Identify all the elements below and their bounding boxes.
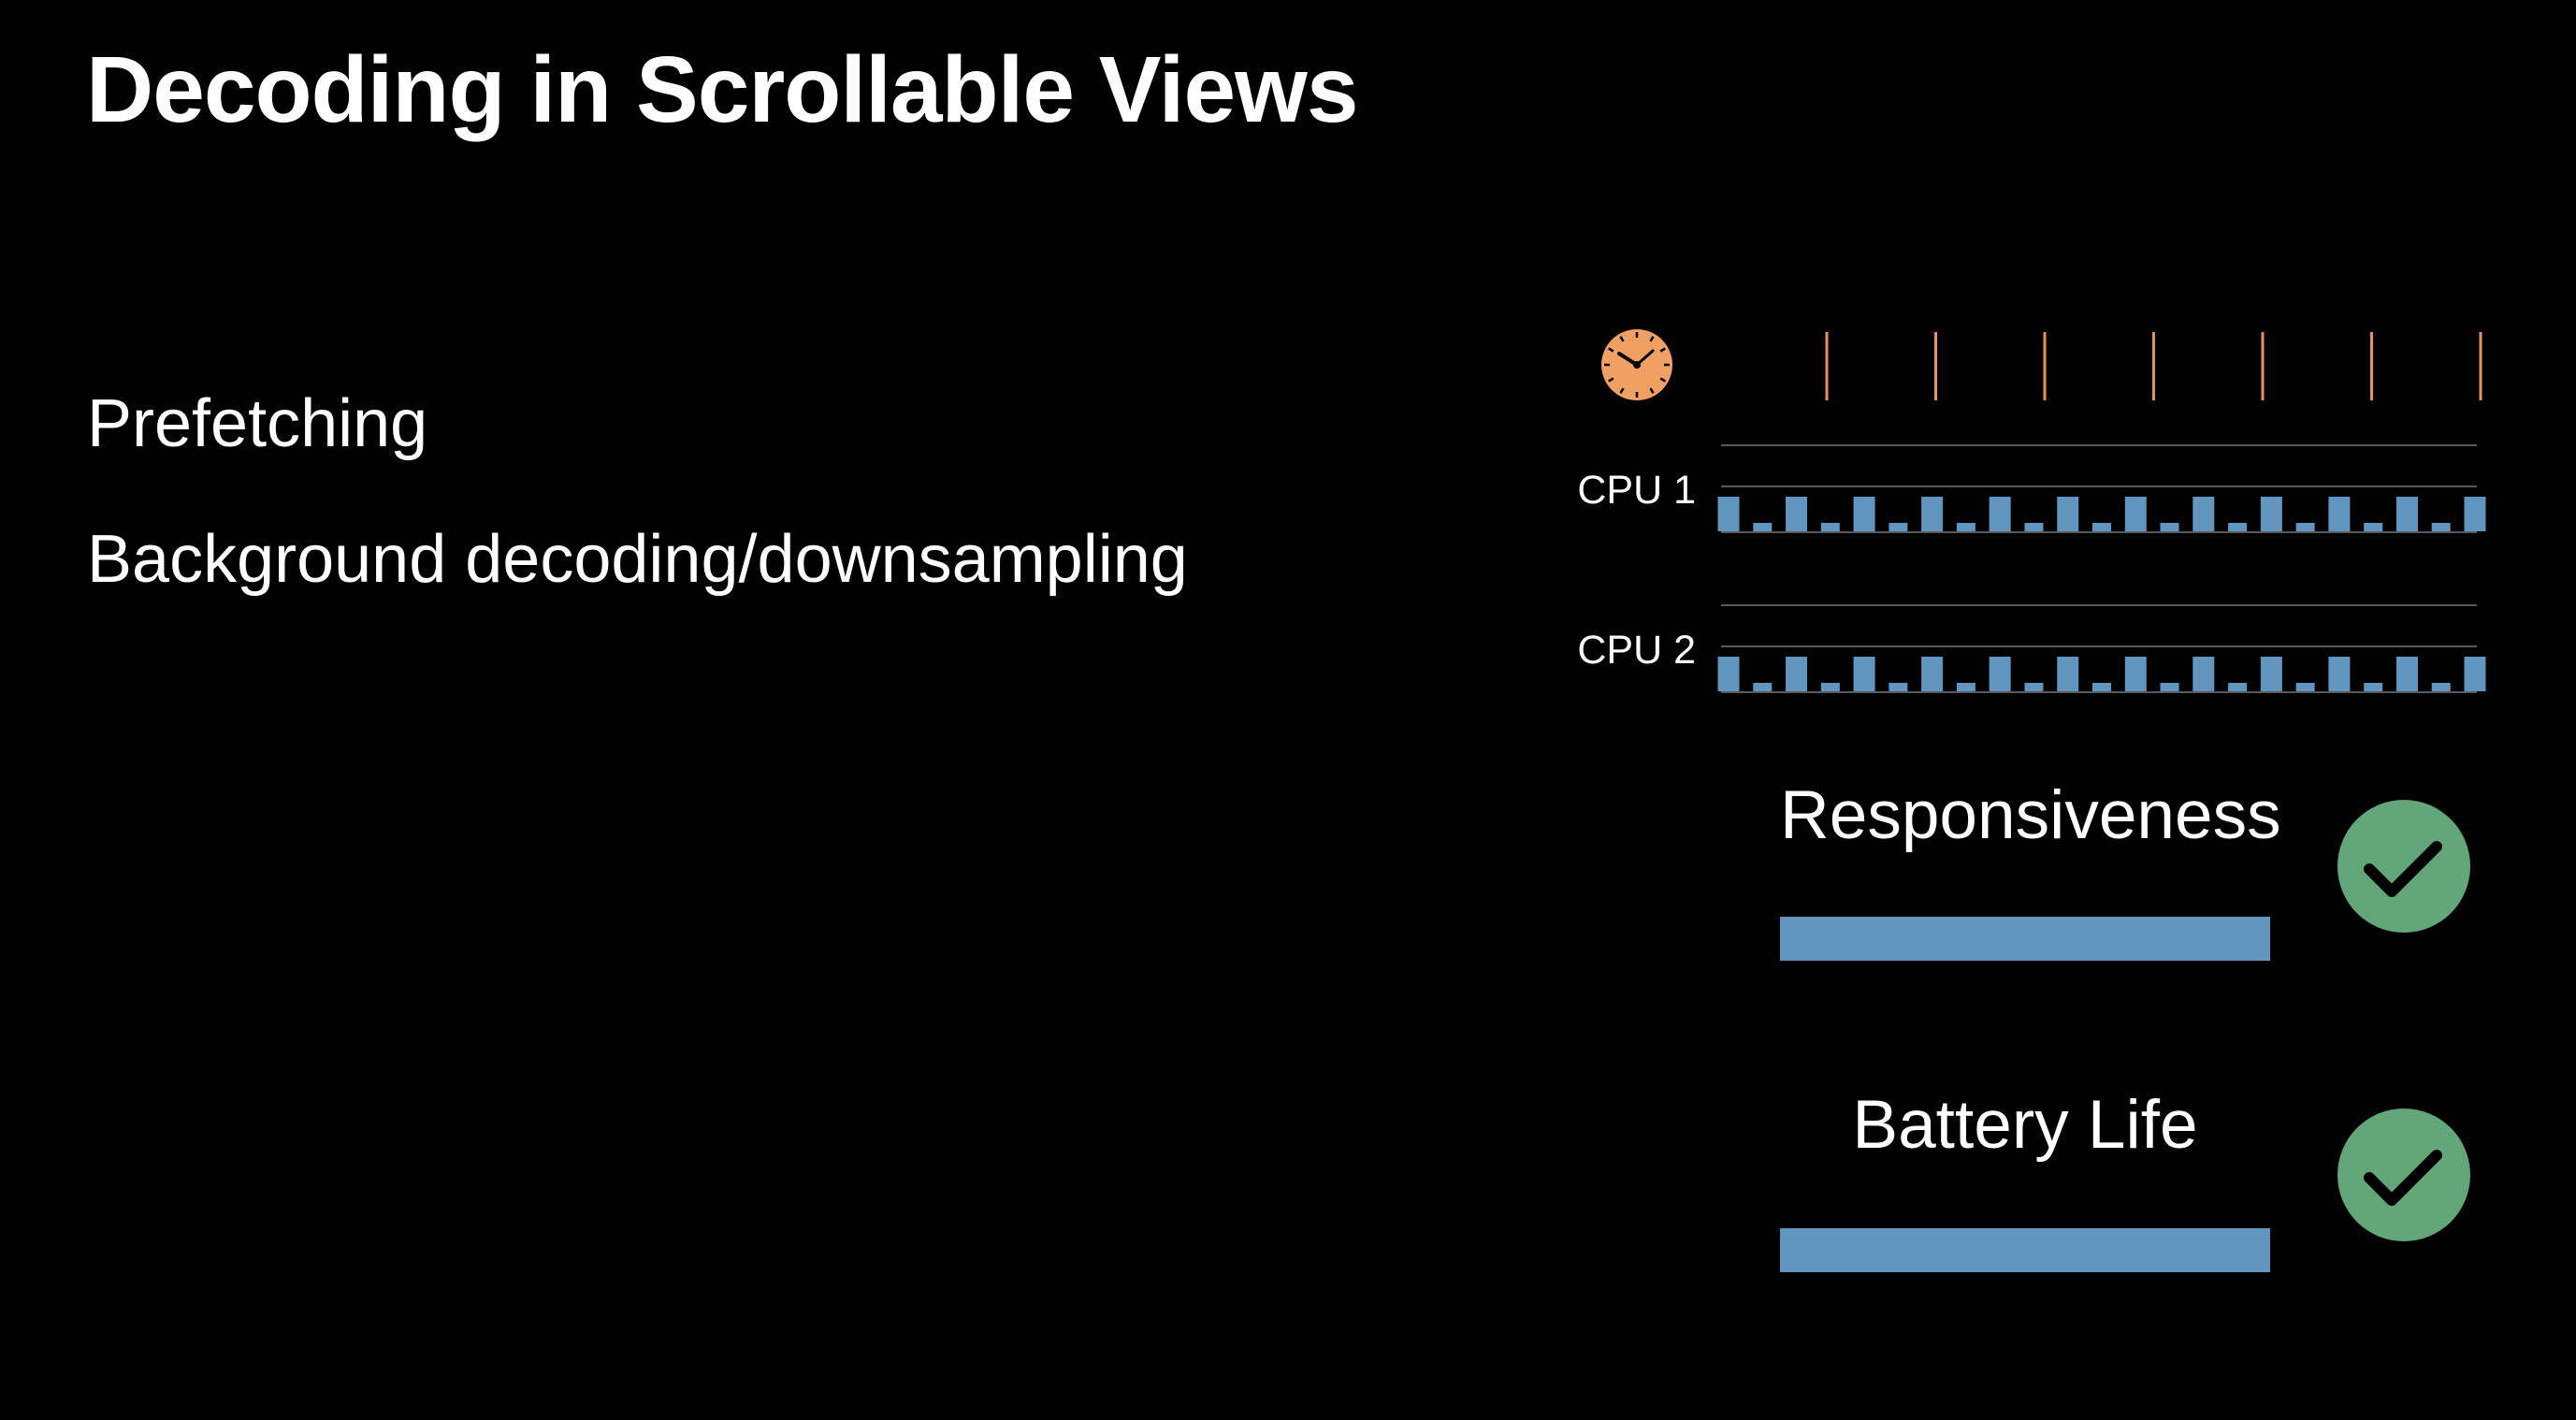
- cpu-row: CPU 1: [1577, 444, 2486, 533]
- cpu-task-bar: [2228, 523, 2248, 531]
- cpu-task-bar: [2431, 523, 2451, 531]
- checkmark-icon: [2337, 800, 2470, 933]
- cpu-row: CPU 2: [1577, 604, 2486, 693]
- cpu-task-bar: [1989, 497, 2011, 531]
- cpu-task-bar: [2295, 683, 2315, 691]
- clock-tick: [1649, 336, 1655, 342]
- cpu-task-bar: [2160, 523, 2179, 531]
- cpu-label: CPU 2: [1577, 628, 1696, 673]
- cpu-task-bar: [2328, 657, 2351, 691]
- slide-title: Decoding in Scrollable Views: [86, 37, 1358, 142]
- cpu-task-bar: [2057, 657, 2079, 691]
- cpu-task-bar: [2395, 497, 2418, 531]
- cpu-task-bar: [2260, 657, 2282, 691]
- cpu-task-bar: [1853, 657, 1875, 691]
- cpu-task-bar: [1889, 523, 1908, 531]
- cpu-task-bar: [2192, 497, 2215, 531]
- cpu-task-bar: [1956, 683, 1975, 691]
- cpu-task-bar: [2295, 523, 2315, 531]
- cpu-task-bar: [2260, 497, 2282, 531]
- cpu-task-bar: [1853, 497, 1875, 531]
- cpu-task-bar: [2057, 497, 2079, 531]
- cpu-task-bar: [2124, 657, 2147, 691]
- cpu-timeline-diagram: CPU 1 CPU 2: [1577, 329, 2486, 693]
- cpu-task-bar: [2328, 497, 2351, 531]
- cpu-task-bar: [2364, 523, 2383, 531]
- cpu-task-bar: [1717, 657, 1740, 691]
- cpu-task-bar: [1753, 683, 1773, 691]
- cpu-task-bar: [1717, 497, 1740, 531]
- clock-tick: [1649, 387, 1655, 394]
- cpu-task-bar: [2092, 523, 2111, 531]
- clock-tick: [1619, 387, 1625, 394]
- checkmark-icon: [2337, 1108, 2470, 1241]
- frame-deadline-markers: [1825, 332, 2482, 400]
- cpu-task-bar: [1989, 657, 2011, 691]
- clock-tick: [1619, 336, 1625, 342]
- cpu-task-bar: [1956, 523, 1975, 531]
- bullet-background-decoding: Background decoding/downsampling: [87, 522, 1188, 597]
- clock-tick: [1659, 347, 1666, 353]
- cpu-task-bar: [1786, 657, 1808, 691]
- cpu-task-bar: [2464, 497, 2486, 531]
- cpu-task-bar: [2464, 657, 2486, 691]
- cpu-task-bar: [2192, 657, 2215, 691]
- responsiveness-bar: [1780, 917, 2270, 961]
- cpu-rows: CPU 1 CPU 2: [1577, 444, 2486, 693]
- clock-icon: [1601, 329, 1672, 400]
- cpu-task-bar: [1820, 683, 1840, 691]
- cpu-task-bar: [1889, 683, 1908, 691]
- cpu-task-bar: [2431, 683, 2451, 691]
- clock-tick: [1659, 377, 1666, 383]
- cpu-task-bar: [1786, 497, 1808, 531]
- battery-life-bar: [1780, 1228, 2270, 1272]
- bullet-prefetching: Prefetching: [87, 386, 428, 461]
- cpu-task-bar: [1921, 497, 1944, 531]
- cpu-task-bar: [2364, 683, 2383, 691]
- cpu-task-bar: [1820, 523, 1840, 531]
- cpu-task-bar: [2160, 683, 2179, 691]
- cpu-task-bar: [2092, 683, 2111, 691]
- cpu-task-bar: [2024, 683, 2044, 691]
- clock-tick: [1608, 377, 1614, 383]
- cpu-task-bar: [2228, 683, 2248, 691]
- cpu-task-bar: [1753, 523, 1773, 531]
- cpu-task-bar: [1921, 657, 1944, 691]
- responsiveness-label: Responsiveness: [1780, 777, 2281, 853]
- cpu-task-bar: [2395, 657, 2418, 691]
- cpu-task-bar: [2124, 497, 2147, 531]
- battery-life-label: Battery Life: [1852, 1087, 2198, 1163]
- cpu-task-bar: [2024, 523, 2044, 531]
- clock-tick: [1608, 347, 1614, 353]
- cpu-label: CPU 1: [1577, 468, 1696, 513]
